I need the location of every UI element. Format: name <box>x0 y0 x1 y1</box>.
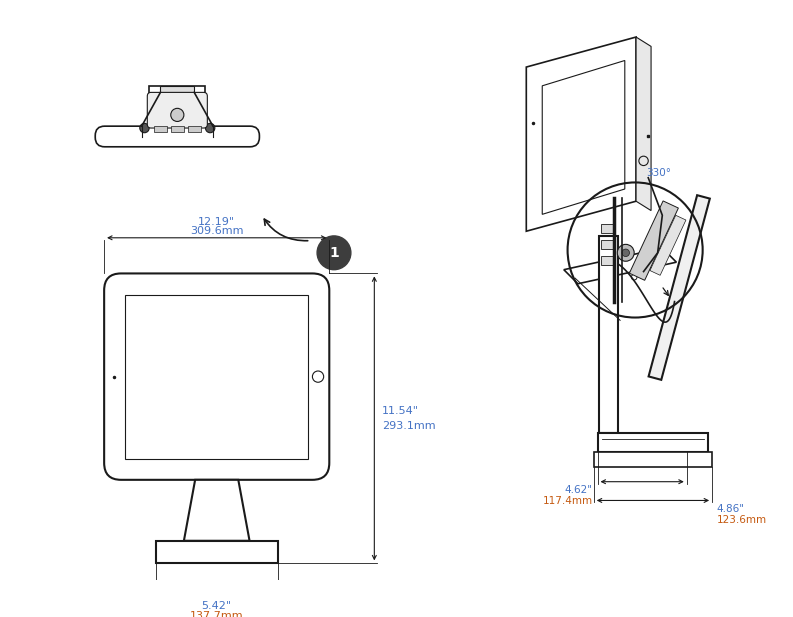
Circle shape <box>622 249 630 257</box>
Polygon shape <box>527 37 636 231</box>
Circle shape <box>140 123 149 133</box>
Polygon shape <box>564 248 676 284</box>
Text: 117.4mm: 117.4mm <box>542 496 593 506</box>
FancyBboxPatch shape <box>147 93 207 128</box>
Polygon shape <box>542 60 625 214</box>
Bar <box>155 541 278 563</box>
Bar <box>125 294 308 458</box>
Bar <box>601 239 615 249</box>
Text: 5.42": 5.42" <box>201 601 232 611</box>
Bar <box>594 452 712 466</box>
FancyArrowPatch shape <box>264 219 308 241</box>
Ellipse shape <box>170 109 184 122</box>
Text: 1: 1 <box>329 246 339 260</box>
Polygon shape <box>650 215 686 275</box>
FancyBboxPatch shape <box>104 273 329 480</box>
Bar <box>600 236 619 433</box>
Text: 137.7mm: 137.7mm <box>190 611 243 617</box>
FancyArrowPatch shape <box>663 288 668 296</box>
Text: 330°: 330° <box>646 168 672 178</box>
Polygon shape <box>636 37 651 210</box>
Polygon shape <box>630 201 678 280</box>
Bar <box>601 224 615 233</box>
Bar <box>160 86 194 93</box>
Circle shape <box>617 244 634 261</box>
Bar <box>149 86 205 95</box>
Bar <box>598 433 708 452</box>
Bar <box>170 126 184 132</box>
Bar <box>154 126 167 132</box>
Text: 11.54": 11.54" <box>381 406 419 416</box>
Bar <box>601 255 615 265</box>
Bar <box>188 126 201 132</box>
FancyBboxPatch shape <box>95 126 259 147</box>
Circle shape <box>205 123 215 133</box>
Text: 12.19": 12.19" <box>198 217 236 226</box>
Circle shape <box>317 236 351 270</box>
Text: 4.86": 4.86" <box>717 504 745 514</box>
Text: 123.6mm: 123.6mm <box>717 515 767 524</box>
Text: 293.1mm: 293.1mm <box>381 421 435 431</box>
Polygon shape <box>649 195 710 380</box>
Polygon shape <box>184 480 250 541</box>
Text: 4.62": 4.62" <box>565 486 593 495</box>
Text: 309.6mm: 309.6mm <box>190 226 243 236</box>
